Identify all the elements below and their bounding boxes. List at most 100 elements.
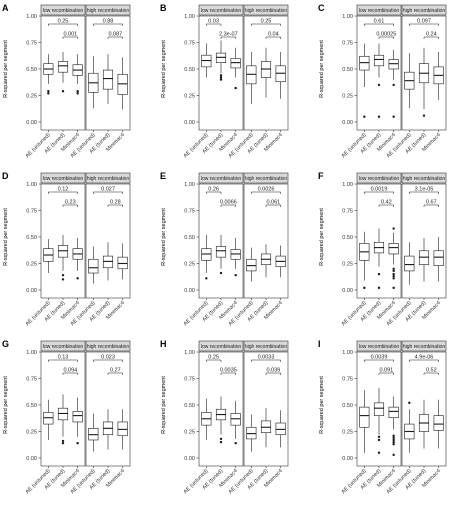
y-axis-title: R-squared per segment [161, 376, 167, 434]
comparison-bracket [62, 372, 78, 375]
boxplot-0 [88, 413, 99, 452]
comparison-bracket [93, 359, 123, 362]
y-tick-label: 0.75 [184, 41, 195, 47]
box-iqr [373, 54, 385, 67]
p-value-label: 0.0026 [258, 187, 275, 193]
facet-strip [198, 340, 244, 352]
y-tick-label: 1.00 [342, 350, 353, 356]
boxplot-0 [201, 43, 212, 78]
comparison-bracket [206, 23, 222, 26]
comparison-bracket [409, 23, 439, 26]
outlier-point [408, 401, 411, 405]
y-tick-label: 1.00 [184, 182, 195, 188]
outlier-point [219, 440, 223, 444]
comparison-bracket [423, 372, 439, 375]
comparison-bracket [378, 372, 394, 375]
p-value-label: 0.027 [101, 187, 115, 193]
comparison-bracket [409, 359, 439, 362]
p-value-label: 0.67 [426, 200, 437, 206]
facet-strip-label: high recombination [87, 344, 129, 350]
outlier-point [219, 78, 223, 81]
p-value-label: 0.0035 [220, 368, 237, 374]
comparison-bracket [48, 191, 78, 194]
panel-H: H R-squared per segment 0.00 0.25 0.50 0.75 1.… [160, 339, 289, 495]
outlier-point [392, 453, 395, 457]
outlier-point [392, 275, 395, 278]
y-tick-label: 0.00 [184, 456, 195, 462]
outlier-point [392, 227, 395, 230]
comparison-bracket [251, 23, 281, 26]
panel-D: D R-squared per segment 0.00 0.25 0.50 0.75 1.… [2, 171, 131, 327]
comparison-bracket [378, 36, 394, 39]
p-value-label: 0.03 [208, 19, 219, 25]
panel-letter: E [160, 171, 166, 181]
boxplot-1 [102, 242, 114, 281]
boxplot-2 [230, 47, 241, 90]
box-iqr [72, 411, 83, 423]
boxplot-1 [57, 234, 69, 281]
p-value-label: 0.001 [63, 32, 77, 38]
p-value-label: 0.039 [266, 368, 280, 374]
y-tick-label: 0.50 [26, 403, 37, 409]
outlier-point [61, 90, 65, 93]
boxplot-0 [43, 239, 54, 274]
panel-letter: B [160, 3, 167, 13]
boxplot-1 [260, 408, 272, 448]
boxplot-0 [246, 414, 257, 452]
boxplot-1 [215, 234, 227, 275]
p-value-label: 0.04 [268, 32, 279, 38]
panel-E: E R-squared per segment 0.00 0.25 0.50 0.75 1.… [160, 171, 289, 327]
p-value-label: 0.25 [261, 19, 272, 25]
y-tick-label: 1.00 [184, 14, 195, 20]
y-tick-label: 0.75 [184, 209, 195, 215]
p-value-label: 0.23 [65, 200, 76, 206]
y-tick-label: 0.25 [342, 430, 353, 436]
y-tick-label: 0.75 [26, 209, 37, 215]
facet-strip [356, 172, 402, 184]
boxplot-2 [117, 57, 128, 110]
panel-letter: D [2, 171, 9, 181]
y-axis-title: R-squared per segment [161, 40, 167, 98]
y-tick-label: 0.75 [342, 209, 353, 215]
box-iqr [215, 246, 227, 258]
y-tick-label: 0.25 [26, 430, 37, 436]
y-tick-label: 0.75 [26, 41, 37, 47]
boxplot-1 [215, 40, 227, 81]
outlier-point [392, 269, 395, 273]
y-tick-label: 0.25 [184, 94, 195, 100]
comparison-bracket [251, 191, 281, 194]
y-tick-label: 0.75 [342, 41, 353, 47]
outlier-point [61, 278, 65, 281]
boxplot-1 [260, 244, 272, 278]
box-iqr [102, 69, 114, 90]
outlier-point [219, 74, 223, 77]
boxplot-0 [43, 54, 54, 95]
outlier-point [76, 90, 79, 93]
boxplot-2 [433, 399, 444, 449]
comparison-bracket [93, 23, 123, 26]
facet-strip-label: low recombination [359, 8, 400, 14]
box-iqr [388, 406, 399, 419]
p-value-label: 4.9e-06 [415, 355, 434, 361]
outlier-point [234, 441, 237, 445]
outlier-point [219, 437, 223, 441]
outlier-point [47, 92, 50, 95]
boxplot-1 [373, 388, 385, 454]
outlier-point [377, 451, 381, 454]
panel-letter: I [318, 339, 321, 349]
y-tick-label: 0.00 [342, 456, 353, 462]
p-value-label: 0.097 [417, 19, 431, 25]
panel-letter: C [318, 3, 325, 13]
boxplot-0 [404, 53, 415, 109]
comparison-bracket [251, 359, 281, 362]
facet-strip-label: high recombination [87, 176, 129, 182]
comparison-bracket [62, 36, 78, 39]
outlier-point [219, 271, 223, 275]
